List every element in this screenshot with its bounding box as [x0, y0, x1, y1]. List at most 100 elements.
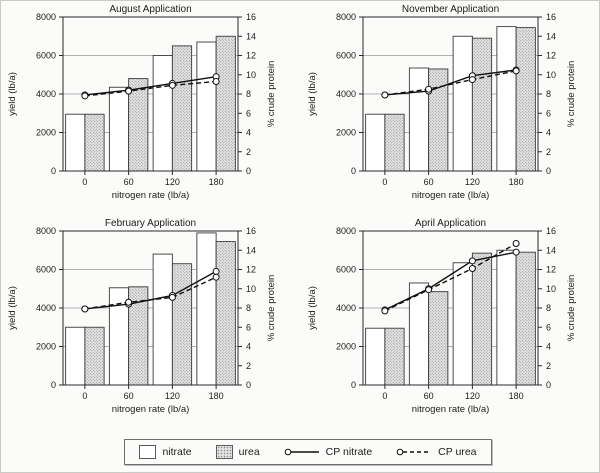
svg-text:2000: 2000	[336, 342, 356, 352]
svg-text:4000: 4000	[336, 303, 356, 313]
svg-text:12: 12	[546, 51, 556, 61]
svg-text:nitrogen rate (lb/a): nitrogen rate (lb/a)	[112, 190, 190, 201]
svg-text:14: 14	[546, 31, 556, 41]
svg-text:8000: 8000	[36, 226, 56, 236]
svg-text:4: 4	[246, 342, 251, 352]
svg-text:12: 12	[546, 265, 556, 275]
svg-text:4000: 4000	[336, 89, 356, 99]
svg-text:2: 2	[546, 361, 551, 371]
svg-text:60: 60	[124, 391, 134, 401]
legend-label-nitrate: nitrate	[162, 445, 192, 458]
svg-text:2: 2	[246, 361, 251, 371]
svg-text:% crude protein: % crude protein	[266, 61, 277, 128]
svg-text:10: 10	[246, 70, 256, 80]
svg-text:180: 180	[509, 177, 524, 187]
svg-text:0: 0	[246, 380, 251, 390]
svg-text:nitrogen rate (lb/a): nitrogen rate (lb/a)	[412, 404, 490, 415]
svg-text:16: 16	[246, 12, 256, 22]
svg-text:12: 12	[246, 51, 256, 61]
svg-text:8000: 8000	[336, 12, 356, 22]
svg-text:yield (lb/a): yield (lb/a)	[307, 286, 318, 330]
svg-text:4000: 4000	[36, 89, 56, 99]
svg-text:120: 120	[465, 177, 480, 187]
svg-text:November Application: November Application	[402, 4, 499, 15]
svg-text:0: 0	[382, 177, 387, 187]
svg-text:0: 0	[351, 380, 356, 390]
svg-text:6000: 6000	[36, 265, 56, 275]
svg-text:6: 6	[546, 108, 551, 118]
legend-item-cp-urea: CP urea	[396, 445, 477, 458]
svg-text:8000: 8000	[36, 12, 56, 22]
chart-april-application: April Application 0 2000 4000 6000 8000 0 2 4 6 8 1…	[301, 215, 599, 429]
svg-text:60: 60	[424, 391, 434, 401]
svg-text:8: 8	[246, 89, 251, 99]
urea-swatch-icon	[215, 444, 233, 459]
svg-text:August Application: August Application	[109, 4, 191, 15]
svg-text:0: 0	[82, 391, 87, 401]
svg-text:2000: 2000	[36, 128, 56, 138]
chart-svg: February Application 0 2000 4000 6000 8000 0 2 4…	[7, 218, 277, 415]
svg-text:14: 14	[546, 245, 556, 255]
legend-label-cp-nitrate: CP nitrate	[325, 445, 373, 458]
svg-text:4: 4	[246, 128, 251, 138]
svg-text:April Application: April Application	[415, 218, 486, 229]
svg-text:4: 4	[546, 342, 551, 352]
svg-text:14: 14	[246, 245, 256, 255]
svg-text:180: 180	[209, 391, 224, 401]
svg-text:8000: 8000	[336, 226, 356, 236]
svg-text:yield (lb/a): yield (lb/a)	[7, 72, 18, 116]
svg-text:0: 0	[546, 380, 551, 390]
chart-november-application: November Application 0 2000 4000 6000 8000 0 2 4…	[301, 1, 599, 215]
svg-text:180: 180	[209, 177, 224, 187]
svg-text:0: 0	[351, 166, 356, 176]
svg-text:8: 8	[546, 303, 551, 313]
svg-text:yield (lb/a): yield (lb/a)	[307, 72, 318, 116]
svg-text:6000: 6000	[336, 265, 356, 275]
svg-text:2000: 2000	[336, 128, 356, 138]
svg-text:6: 6	[246, 322, 251, 332]
svg-text:0: 0	[51, 166, 56, 176]
svg-text:10: 10	[546, 284, 556, 294]
svg-text:8: 8	[246, 303, 251, 313]
svg-text:6: 6	[246, 108, 251, 118]
svg-text:0: 0	[382, 391, 387, 401]
svg-text:12: 12	[246, 265, 256, 275]
svg-text:4000: 4000	[36, 303, 56, 313]
svg-text:0: 0	[51, 380, 56, 390]
svg-text:6: 6	[546, 322, 551, 332]
chart-svg: November Application 0 2000 4000 6000 8000 0 2 4…	[307, 4, 577, 201]
svg-text:60: 60	[424, 177, 434, 187]
svg-text:2: 2	[546, 147, 551, 157]
legend-row: nitrate urea CP nitrate CP urea	[1, 429, 599, 472]
legend-label-cp-urea: CP urea	[438, 445, 477, 458]
chart-grid: August Application 0 2000 4000 6000 8000 0 2 4 6 8…	[1, 1, 599, 429]
svg-text:10: 10	[246, 284, 256, 294]
svg-text:yield (lb/a): yield (lb/a)	[7, 286, 18, 330]
svg-text:120: 120	[465, 391, 480, 401]
legend-item-cp-nitrate: CP nitrate	[284, 445, 373, 458]
cp-urea-line-icon	[396, 448, 432, 455]
svg-text:0: 0	[546, 166, 551, 176]
svg-text:120: 120	[165, 177, 180, 187]
chart-svg: August Application 0 2000 4000 6000 8000 0 2 4 6 8…	[7, 4, 277, 201]
svg-text:2: 2	[246, 147, 251, 157]
svg-text:10: 10	[546, 70, 556, 80]
chart-february-application: February Application 0 2000 4000 6000 8000 0 2 4…	[1, 215, 301, 429]
svg-text:180: 180	[509, 391, 524, 401]
svg-text:60: 60	[124, 177, 134, 187]
svg-text:6000: 6000	[36, 51, 56, 61]
svg-text:16: 16	[546, 12, 556, 22]
svg-text:16: 16	[246, 226, 256, 236]
svg-text:4: 4	[546, 128, 551, 138]
legend-item-urea: urea	[215, 444, 260, 459]
legend: nitrate urea CP nitrate CP urea	[124, 438, 492, 465]
svg-text:8: 8	[546, 89, 551, 99]
svg-text:February Application: February Application	[105, 218, 196, 229]
legend-label-urea: urea	[238, 445, 260, 458]
svg-text:nitrogen rate (lb/a): nitrogen rate (lb/a)	[112, 404, 190, 415]
svg-text:% crude protein: % crude protein	[266, 275, 277, 342]
svg-text:120: 120	[165, 391, 180, 401]
svg-text:% crude protein: % crude protein	[566, 61, 577, 128]
cp-nitrate-line-icon	[284, 448, 319, 455]
